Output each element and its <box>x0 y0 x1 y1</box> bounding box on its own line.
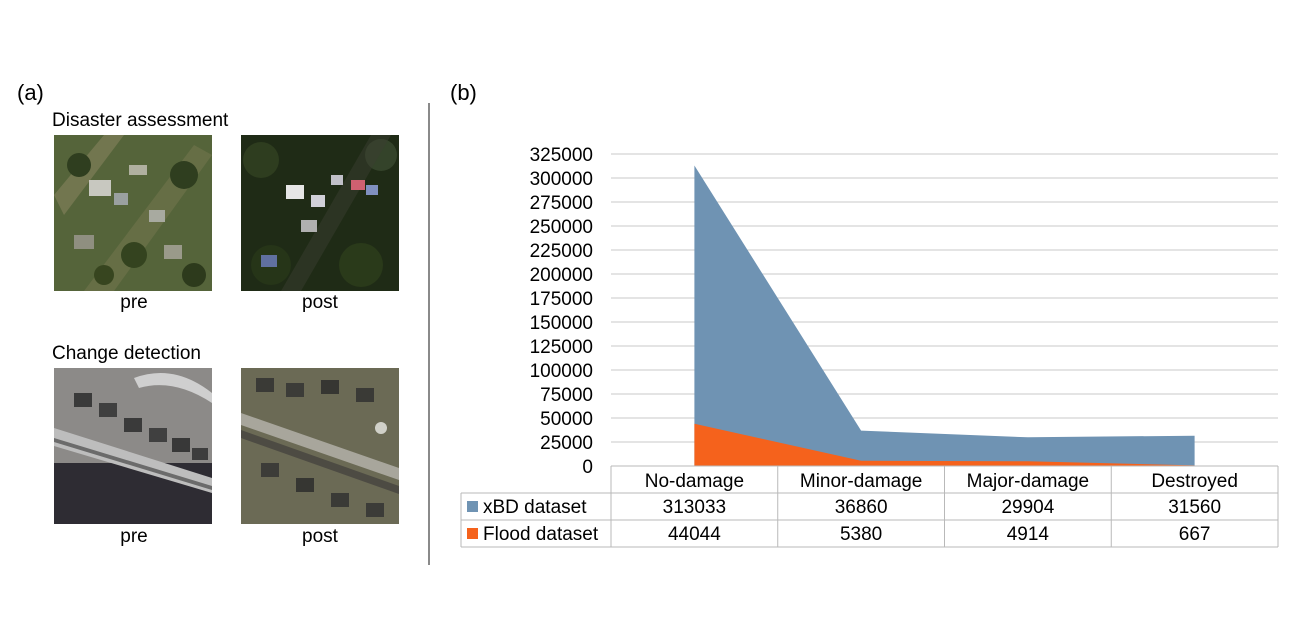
y-tick-label: 50000 <box>540 409 593 430</box>
y-tick-label: 150000 <box>530 313 593 334</box>
area-series-xbd <box>694 165 1195 466</box>
y-tick-label: 275000 <box>530 193 593 214</box>
change-post-image <box>241 368 399 524</box>
series-name: Flood dataset <box>483 524 599 545</box>
disaster-pre-image <box>54 135 212 291</box>
panel-divider <box>428 103 430 565</box>
y-tick-label: 200000 <box>530 265 593 286</box>
category-label: Destroyed <box>1151 471 1238 492</box>
y-tick-label: 175000 <box>530 289 593 310</box>
category-label: Minor-damage <box>800 471 923 492</box>
table-value: 44044 <box>668 524 721 545</box>
table-value: 29904 <box>1001 497 1054 518</box>
change-post-caption: post <box>302 526 338 547</box>
category-label: No-damage <box>645 471 744 492</box>
y-tick-label: 0 <box>582 457 593 478</box>
panel-a-label: (a) <box>17 80 44 105</box>
y-tick-label: 225000 <box>530 241 593 262</box>
area-series-flood <box>694 423 1195 466</box>
y-tick-label: 25000 <box>540 433 593 454</box>
change-pre-image <box>54 368 212 524</box>
series-name: xBD dataset <box>483 497 587 518</box>
table-value: 31560 <box>1168 497 1221 518</box>
disaster-post-image <box>241 135 399 291</box>
y-tick-label: 125000 <box>530 337 593 358</box>
y-tick-label: 100000 <box>530 361 593 382</box>
y-tick-label: 75000 <box>540 385 593 406</box>
disaster-pre-caption: pre <box>120 292 148 313</box>
legend-swatch-flood <box>467 528 478 539</box>
y-tick-label: 250000 <box>530 217 593 238</box>
change-detection-title: Change detection <box>52 343 201 364</box>
y-tick-label: 300000 <box>530 169 593 190</box>
category-label: Major-damage <box>967 471 1090 492</box>
change-pre-caption: pre <box>120 526 148 547</box>
table-value: 4914 <box>1007 524 1050 545</box>
legend-swatch-xbd <box>467 501 478 512</box>
table-value: 5380 <box>840 524 882 545</box>
table-value: 313033 <box>663 497 726 518</box>
disaster-post-caption: post <box>302 292 338 313</box>
table-value: 667 <box>1179 524 1211 545</box>
disaster-assessment-title: Disaster assessment <box>52 110 229 131</box>
panel-b-label: (b) <box>450 80 477 105</box>
y-tick-label: 325000 <box>530 145 593 166</box>
table-value: 36860 <box>835 497 888 518</box>
